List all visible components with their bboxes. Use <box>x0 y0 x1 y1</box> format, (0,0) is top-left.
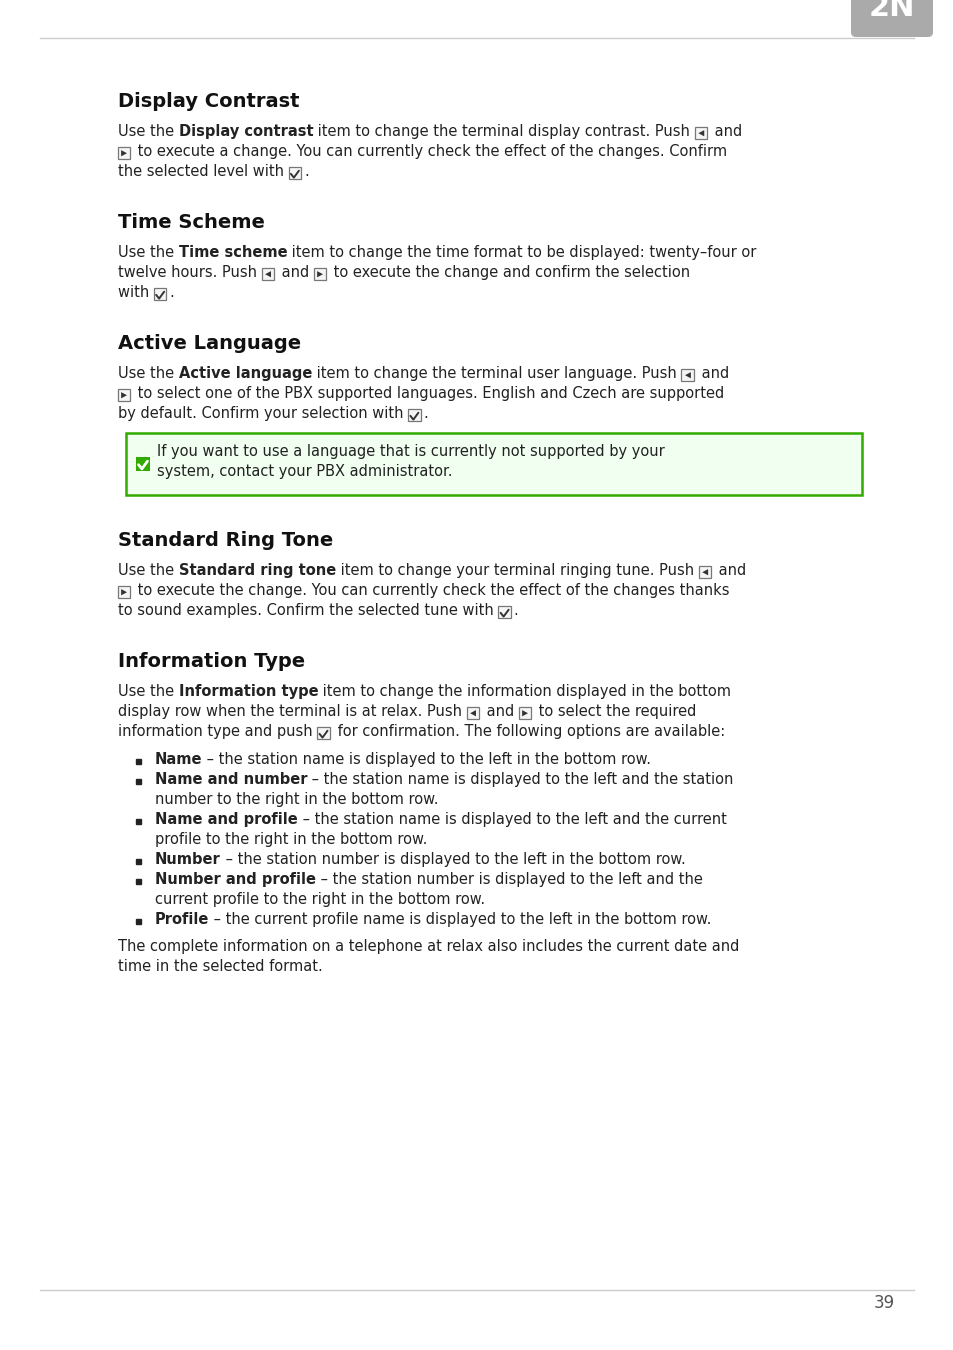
Polygon shape <box>684 373 690 378</box>
Text: Name and profile: Name and profile <box>154 811 297 828</box>
FancyBboxPatch shape <box>698 566 711 578</box>
Text: to select the required: to select the required <box>534 703 696 720</box>
Text: the selected level with: the selected level with <box>118 163 289 180</box>
Text: – the station name is displayed to the left and the current: – the station name is displayed to the l… <box>297 811 726 828</box>
FancyBboxPatch shape <box>118 586 131 598</box>
Text: to execute the change and confirm the selection: to execute the change and confirm the se… <box>329 265 690 279</box>
FancyBboxPatch shape <box>850 0 932 36</box>
Text: The complete information on a telephone at relax also includes the current date : The complete information on a telephone … <box>118 940 739 954</box>
Text: to execute the change. You can currently check the effect of the changes thanks: to execute the change. You can currently… <box>133 583 729 598</box>
Text: Display Contrast: Display Contrast <box>118 92 299 111</box>
Polygon shape <box>121 589 127 595</box>
Text: profile to the right in the bottom row.: profile to the right in the bottom row. <box>154 832 427 846</box>
Text: with: with <box>118 285 153 300</box>
Polygon shape <box>698 130 703 136</box>
Bar <box>136 819 141 823</box>
Text: .: . <box>304 163 309 180</box>
Text: twelve hours. Push: twelve hours. Push <box>118 265 261 279</box>
Text: item to change the information displayed in the bottom: item to change the information displayed… <box>318 684 731 699</box>
Text: and: and <box>697 366 728 381</box>
Polygon shape <box>121 150 127 157</box>
Text: time in the selected format.: time in the selected format. <box>118 958 322 973</box>
Bar <box>136 859 141 864</box>
Text: to select one of the PBX supported languages. English and Czech are supported: to select one of the PBX supported langu… <box>133 386 724 401</box>
FancyBboxPatch shape <box>118 147 131 159</box>
Text: current profile to the right in the bottom row.: current profile to the right in the bott… <box>154 892 485 907</box>
Text: Active language: Active language <box>178 366 312 381</box>
Text: – the station number is displayed to the left in the bottom row.: – the station number is displayed to the… <box>220 852 685 867</box>
Polygon shape <box>470 710 476 717</box>
Bar <box>136 779 141 784</box>
Text: and: and <box>276 265 314 279</box>
FancyBboxPatch shape <box>314 267 326 281</box>
Text: system, contact your PBX administrator.: system, contact your PBX administrator. <box>157 464 452 479</box>
FancyBboxPatch shape <box>408 409 420 421</box>
Text: Name and number: Name and number <box>154 772 307 787</box>
Text: item to change your terminal ringing tune. Push: item to change your terminal ringing tun… <box>335 563 698 578</box>
Text: by default. Confirm your selection with: by default. Confirm your selection with <box>118 406 408 421</box>
Text: for confirmation. The following options are available:: for confirmation. The following options … <box>333 724 724 738</box>
Text: Number and profile: Number and profile <box>154 872 315 887</box>
Bar <box>136 919 141 923</box>
Polygon shape <box>316 271 323 277</box>
Bar <box>136 759 141 764</box>
Polygon shape <box>121 392 127 398</box>
FancyBboxPatch shape <box>261 267 274 281</box>
Text: item to change the terminal display contrast. Push: item to change the terminal display cont… <box>313 124 694 139</box>
Text: .: . <box>514 603 518 618</box>
Text: If you want to use a language that is currently not supported by your: If you want to use a language that is cu… <box>157 444 664 459</box>
Text: – the station number is displayed to the left and the: – the station number is displayed to the… <box>315 872 702 887</box>
Polygon shape <box>265 271 271 277</box>
Text: display row when the terminal is at relax. Push: display row when the terminal is at rela… <box>118 703 466 720</box>
Text: to execute a change. You can currently check the effect of the changes. Confirm: to execute a change. You can currently c… <box>133 144 727 159</box>
Text: item to change the terminal user language. Push: item to change the terminal user languag… <box>312 366 680 381</box>
Text: – the station name is displayed to the left in the bottom row.: – the station name is displayed to the l… <box>202 752 651 767</box>
Text: – the station name is displayed to the left and the station: – the station name is displayed to the l… <box>307 772 733 787</box>
Text: Standard ring tone: Standard ring tone <box>178 563 335 578</box>
Text: and: and <box>710 124 741 139</box>
Text: Display contrast: Display contrast <box>178 124 313 139</box>
Text: information type and push: information type and push <box>118 724 317 738</box>
FancyBboxPatch shape <box>518 707 531 720</box>
FancyBboxPatch shape <box>694 127 706 139</box>
Text: .: . <box>423 406 428 421</box>
FancyBboxPatch shape <box>118 389 131 401</box>
Text: Time scheme: Time scheme <box>178 244 287 261</box>
Text: item to change the time format to be displayed: twenty–four or: item to change the time format to be dis… <box>287 244 756 261</box>
FancyBboxPatch shape <box>466 707 478 720</box>
Text: to sound examples. Confirm the selected tune with: to sound examples. Confirm the selected … <box>118 603 497 618</box>
Text: Use the: Use the <box>118 684 178 699</box>
Text: Use the: Use the <box>118 124 178 139</box>
Text: Number: Number <box>154 852 220 867</box>
Text: Use the: Use the <box>118 366 178 381</box>
Text: and: and <box>714 563 745 578</box>
Text: – the current profile name is displayed to the left in the bottom row.: – the current profile name is displayed … <box>209 913 711 927</box>
Text: Profile: Profile <box>154 913 209 927</box>
Polygon shape <box>521 710 527 717</box>
Text: Time Scheme: Time Scheme <box>118 213 265 232</box>
FancyBboxPatch shape <box>136 458 150 471</box>
Bar <box>136 879 141 884</box>
Text: 2N: 2N <box>868 0 914 22</box>
Text: number to the right in the bottom row.: number to the right in the bottom row. <box>154 792 438 807</box>
Text: Use the: Use the <box>118 563 178 578</box>
Text: Use the: Use the <box>118 244 178 261</box>
Text: Information type: Information type <box>178 684 318 699</box>
FancyBboxPatch shape <box>497 606 511 618</box>
Text: Active Language: Active Language <box>118 333 301 352</box>
Text: 39: 39 <box>873 1295 894 1312</box>
Text: Name: Name <box>154 752 202 767</box>
FancyBboxPatch shape <box>680 369 693 382</box>
Text: and: and <box>481 703 518 720</box>
Text: Standard Ring Tone: Standard Ring Tone <box>118 531 333 549</box>
FancyBboxPatch shape <box>153 288 166 301</box>
FancyBboxPatch shape <box>317 726 330 740</box>
Text: Information Type: Information Type <box>118 652 305 671</box>
FancyBboxPatch shape <box>126 433 862 495</box>
FancyBboxPatch shape <box>289 167 301 180</box>
Polygon shape <box>701 570 707 575</box>
Text: .: . <box>170 285 174 300</box>
